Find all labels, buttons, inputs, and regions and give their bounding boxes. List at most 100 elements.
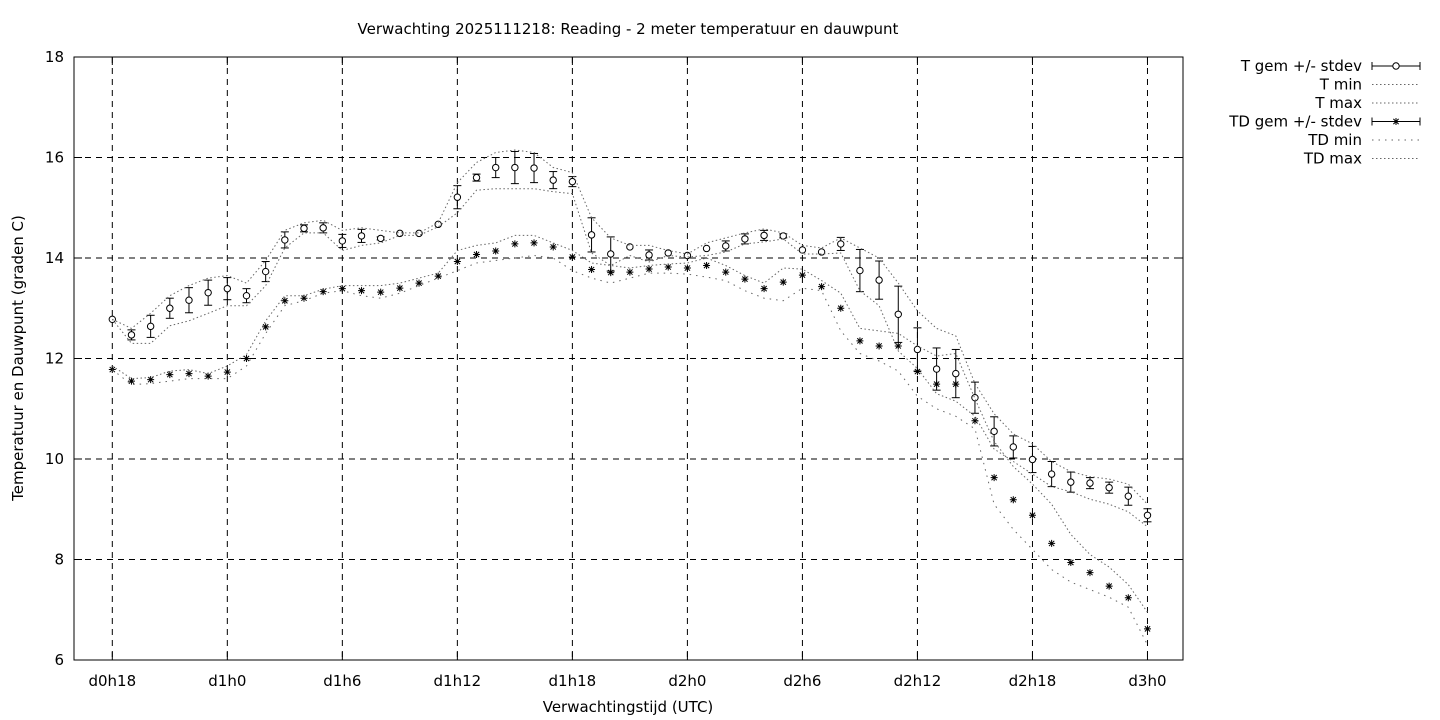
data-point — [223, 368, 231, 376]
series-layer — [108, 149, 1152, 646]
data-point — [511, 163, 519, 172]
data-point — [722, 242, 730, 250]
y-tick-label: 12 — [45, 350, 64, 368]
series-4 — [111, 254, 1148, 646]
data-point — [1143, 625, 1151, 633]
data-point — [741, 235, 749, 243]
data-point — [971, 417, 979, 425]
data-point — [913, 345, 922, 354]
data-point — [760, 231, 768, 240]
data-point — [415, 279, 423, 287]
x-tick-label: d2h18 — [1009, 672, 1057, 690]
data-point — [990, 474, 998, 482]
data-point — [300, 294, 308, 302]
data-point — [453, 258, 461, 266]
data-point — [242, 291, 251, 300]
series-line — [111, 188, 1148, 528]
data-point — [722, 268, 730, 276]
data-point — [626, 268, 634, 276]
series-1 — [111, 188, 1148, 528]
data-point — [1124, 594, 1132, 602]
data-point — [741, 275, 749, 283]
data-point — [473, 250, 481, 258]
data-point — [837, 240, 845, 248]
data-point — [530, 164, 538, 172]
data-point — [1048, 539, 1056, 547]
data-point — [875, 276, 883, 284]
y-tick-label: 16 — [45, 149, 64, 167]
data-point — [894, 342, 902, 350]
x-tick-label: d1h12 — [434, 672, 482, 690]
data-point — [166, 371, 174, 379]
data-point — [587, 231, 596, 239]
series-line — [111, 254, 1148, 646]
data-point — [645, 251, 653, 259]
axis-ticks: 6 8 10 12 14 16 18 d0h18 d1h0 d1h6 d1h12 d1h18 d2h0 d… — [45, 48, 1183, 690]
data-point — [185, 296, 193, 304]
legend-label: T max — [1314, 94, 1362, 112]
data-point — [779, 232, 787, 240]
series-line — [112, 234, 1148, 613]
data-point — [492, 163, 500, 172]
data-point — [1124, 492, 1133, 500]
data-point — [1047, 470, 1056, 478]
data-point — [108, 366, 116, 374]
data-point — [338, 285, 346, 293]
data-point — [1028, 455, 1037, 464]
data-point — [453, 193, 462, 201]
y-axis-label: Temperatuur en Dauwpunt (graden C) — [9, 215, 27, 502]
data-point — [683, 251, 692, 260]
data-point — [127, 377, 135, 385]
data-point — [817, 248, 826, 256]
legend-marker — [1392, 118, 1400, 125]
data-point — [338, 237, 347, 245]
data-point — [875, 342, 883, 350]
x-tick-label: d3h0 — [1128, 672, 1166, 690]
data-point — [1009, 496, 1017, 504]
data-point — [894, 310, 902, 318]
data-point — [242, 355, 250, 362]
data-point — [358, 287, 366, 295]
data-point — [127, 331, 136, 339]
data-point — [798, 246, 807, 254]
x-axis-label: Verwachtingstijd (UTC) — [543, 698, 714, 716]
data-point — [760, 285, 768, 293]
series-3 — [108, 239, 1151, 633]
data-point — [396, 284, 404, 292]
data-point — [185, 370, 193, 378]
data-point — [1086, 479, 1094, 487]
data-point — [568, 177, 577, 186]
data-point — [837, 304, 845, 312]
data-point — [147, 376, 155, 384]
data-point — [1028, 511, 1036, 519]
data-point — [664, 263, 672, 271]
series-0 — [108, 150, 1152, 523]
legend-label: TD gem +/- stdev — [1228, 113, 1362, 131]
data-point — [511, 240, 519, 248]
chart-title: Verwachting 2025111218: Reading - 2 mete… — [358, 20, 899, 38]
data-point — [703, 262, 711, 270]
x-tick-label: d1h0 — [208, 672, 246, 690]
data-point — [683, 264, 691, 272]
x-tick-label: d2h12 — [894, 672, 942, 690]
data-point — [223, 284, 232, 293]
y-tick-label: 8 — [54, 551, 64, 569]
data-point — [166, 304, 174, 312]
data-point — [913, 368, 921, 376]
data-point — [971, 393, 979, 402]
legend-label: T min — [1319, 76, 1362, 94]
data-point — [607, 250, 615, 258]
data-point — [568, 253, 576, 261]
data-point — [146, 322, 155, 331]
data-point — [357, 232, 366, 240]
data-point — [261, 267, 270, 276]
data-point — [856, 266, 864, 275]
x-tick-label: d1h6 — [323, 672, 361, 690]
data-point — [377, 288, 385, 296]
data-point — [952, 369, 960, 378]
data-point — [1143, 511, 1152, 519]
legend-label: TD min — [1307, 131, 1362, 149]
data-point — [952, 380, 960, 388]
data-point — [300, 224, 308, 233]
